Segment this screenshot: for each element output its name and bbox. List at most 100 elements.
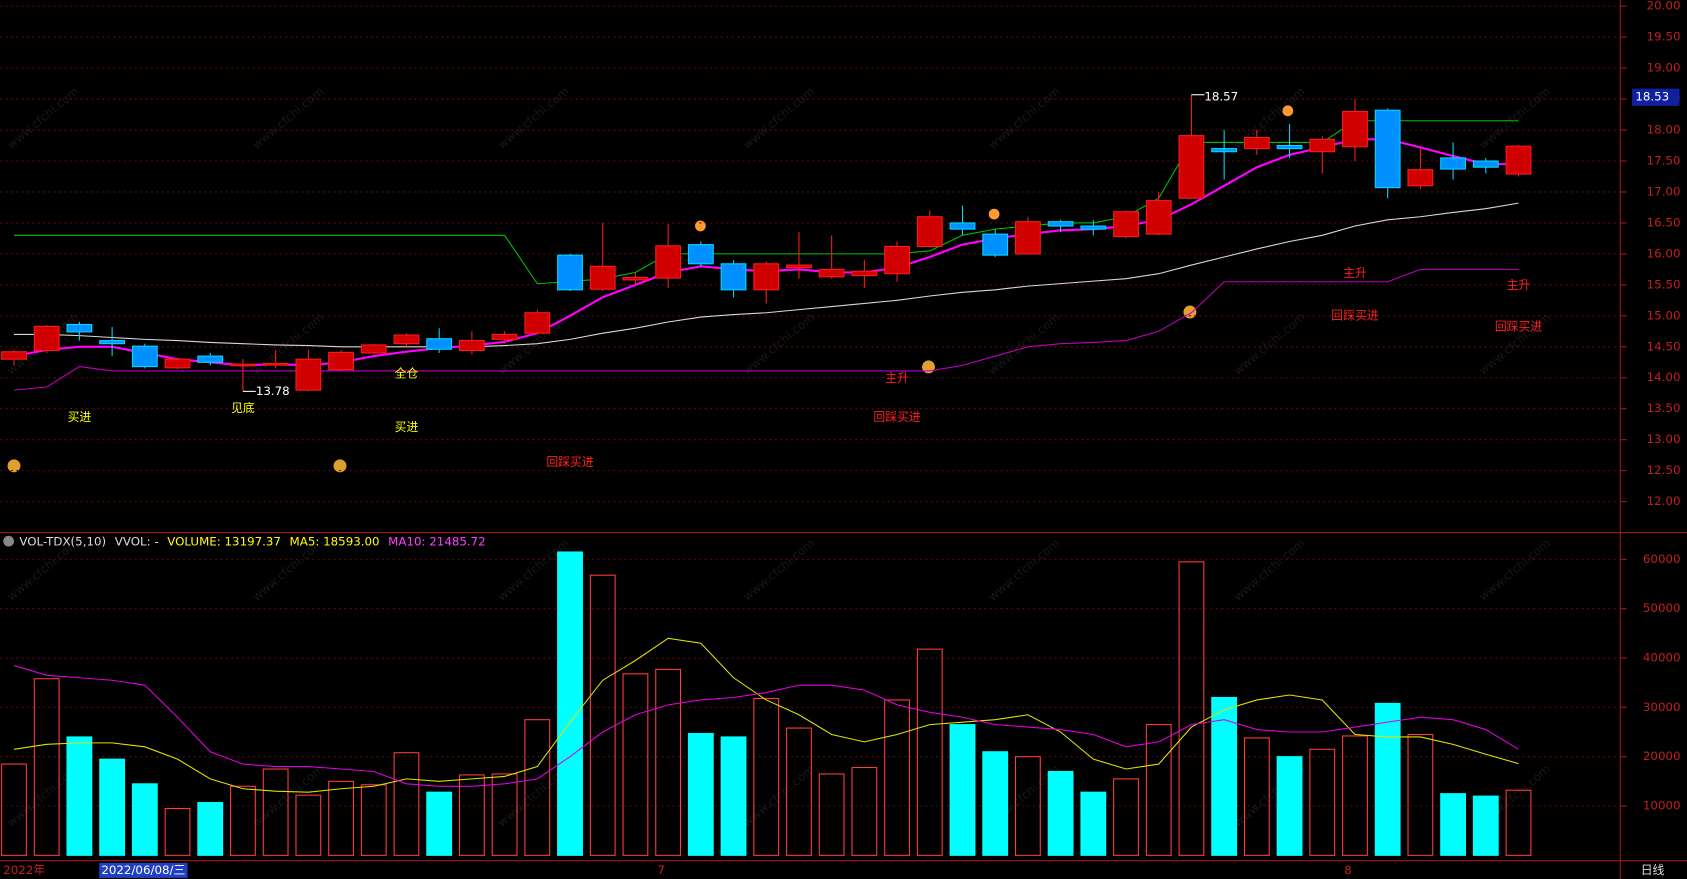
y-tick-label: 19.50 [1647, 30, 1681, 44]
volume-bar [1407, 733, 1434, 856]
candle-body [884, 245, 910, 275]
annotation: 全仓 [395, 367, 419, 381]
volume-bar [557, 551, 583, 856]
y-tick-label: 13.00 [1647, 432, 1681, 446]
y-tick-label: 14.00 [1647, 370, 1681, 384]
volume-bar [622, 673, 649, 856]
candle-body [851, 270, 878, 277]
candle-body [655, 245, 682, 279]
volume-bar [1211, 696, 1238, 856]
candle-body [164, 358, 191, 369]
candle-body [589, 265, 616, 290]
x-label: 7 [657, 863, 665, 877]
candle-body [1407, 169, 1434, 187]
volume-bar [1440, 793, 1467, 856]
annotation: 主升 [1343, 266, 1367, 280]
candle-body [557, 254, 583, 291]
candle-body [786, 264, 812, 269]
volume-bar [1047, 770, 1074, 856]
volume-bar [99, 758, 126, 856]
candle-body [458, 340, 485, 352]
legend-entry: VVOL: - [115, 535, 159, 549]
volume-bar [687, 732, 714, 856]
volume-bar [66, 736, 93, 856]
candle-body [1342, 110, 1368, 148]
volume-bar [1113, 778, 1139, 856]
volume-bar [1080, 791, 1107, 856]
current-price-box [1632, 88, 1680, 106]
annotation: 回踩买进 [1331, 308, 1378, 322]
volume-bar [1472, 795, 1499, 856]
volume-bar [1, 763, 27, 856]
volume-bar [1145, 724, 1172, 856]
legend-entry: VOL-TDX(5,10) [19, 535, 106, 549]
candle-body [1472, 160, 1499, 168]
legend-entry: MA5: 18593.00 [290, 535, 380, 549]
volume-bar [360, 784, 387, 856]
collapse-icon[interactable] [3, 535, 14, 547]
volume-bar [1342, 735, 1368, 856]
annotation: 买进 [395, 420, 419, 434]
candle-body [230, 363, 256, 367]
candle-body [1505, 145, 1532, 175]
volume-bar [426, 791, 453, 856]
candle-body [524, 312, 551, 334]
candle-body [360, 344, 387, 354]
candle-body [1374, 109, 1401, 189]
runner-icon [695, 220, 706, 232]
volume-bar [230, 785, 256, 856]
y-tick-label: 10000 [1643, 799, 1681, 813]
candle-body [1309, 138, 1336, 153]
volume-bar [262, 768, 289, 856]
volume-bar [458, 774, 485, 856]
annotation: 主升 [885, 371, 909, 385]
volume-bar [393, 752, 420, 856]
candle-body [393, 334, 420, 345]
runner-icon [1282, 105, 1294, 117]
candle-body [1211, 148, 1238, 153]
volume-bar [916, 648, 943, 856]
candle-body [1178, 135, 1205, 199]
volume-bar [589, 574, 616, 856]
volume-bar [295, 794, 322, 856]
candle-body [687, 244, 714, 265]
volume-bar [131, 783, 158, 856]
volume-bar [491, 773, 518, 856]
marker-label: 13.78 [256, 384, 290, 398]
volume-bar [1309, 748, 1336, 856]
annotation: 回踩买进 [873, 410, 920, 424]
y-tick-label: 13.50 [1647, 401, 1681, 415]
volume-ma-line [13, 664, 1519, 787]
volume-bar [655, 668, 682, 856]
y-tick-label: 17.50 [1647, 154, 1681, 168]
annotation: 买进 [68, 410, 92, 424]
candle-body [1113, 211, 1139, 238]
current-price: 18.53 [1635, 90, 1669, 104]
candle-body [197, 355, 224, 363]
candle-body [949, 222, 976, 230]
candle-body [1047, 221, 1074, 227]
volume-bar [328, 780, 354, 856]
y-tick-label: 20000 [1643, 749, 1681, 763]
date-highlight [99, 862, 188, 878]
candle-body [720, 263, 747, 291]
y-tick-label: 15.00 [1647, 308, 1681, 322]
volume-bar [753, 697, 780, 856]
candle-body [982, 233, 1009, 256]
y-tick-label: 30000 [1643, 700, 1681, 714]
volume-ma-line [13, 637, 1519, 793]
annotation: 回踩买进 [546, 455, 593, 469]
candle-body [622, 276, 649, 281]
runner-icon [988, 208, 1000, 220]
volume-bar [524, 719, 551, 856]
annotation: 主升 [1507, 278, 1531, 292]
y-tick-label: 15.50 [1647, 277, 1681, 291]
candle-body [1080, 225, 1107, 230]
volume-bar [197, 802, 224, 856]
x-label: 8 [1344, 863, 1352, 877]
volume-bar [982, 751, 1009, 856]
legend-entry: MA10: 21485.72 [388, 535, 486, 549]
volume-bar [1276, 756, 1303, 856]
y-tick-label: 14.50 [1647, 339, 1681, 353]
